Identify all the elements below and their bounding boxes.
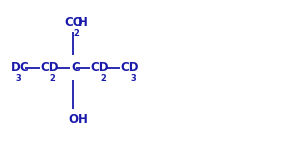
Text: 2: 2 bbox=[74, 29, 80, 38]
Text: 2: 2 bbox=[100, 74, 106, 83]
Text: 3: 3 bbox=[15, 74, 21, 83]
Text: CD: CD bbox=[40, 61, 59, 74]
Text: D: D bbox=[11, 61, 20, 74]
Text: C: C bbox=[19, 61, 28, 74]
Text: OH: OH bbox=[68, 113, 88, 126]
Text: CD: CD bbox=[91, 61, 109, 74]
Text: C: C bbox=[71, 61, 80, 74]
Text: 3: 3 bbox=[130, 74, 136, 83]
Text: H: H bbox=[78, 16, 87, 29]
Text: CO: CO bbox=[64, 16, 83, 29]
Text: CD: CD bbox=[121, 61, 139, 74]
Text: 2: 2 bbox=[50, 74, 56, 83]
